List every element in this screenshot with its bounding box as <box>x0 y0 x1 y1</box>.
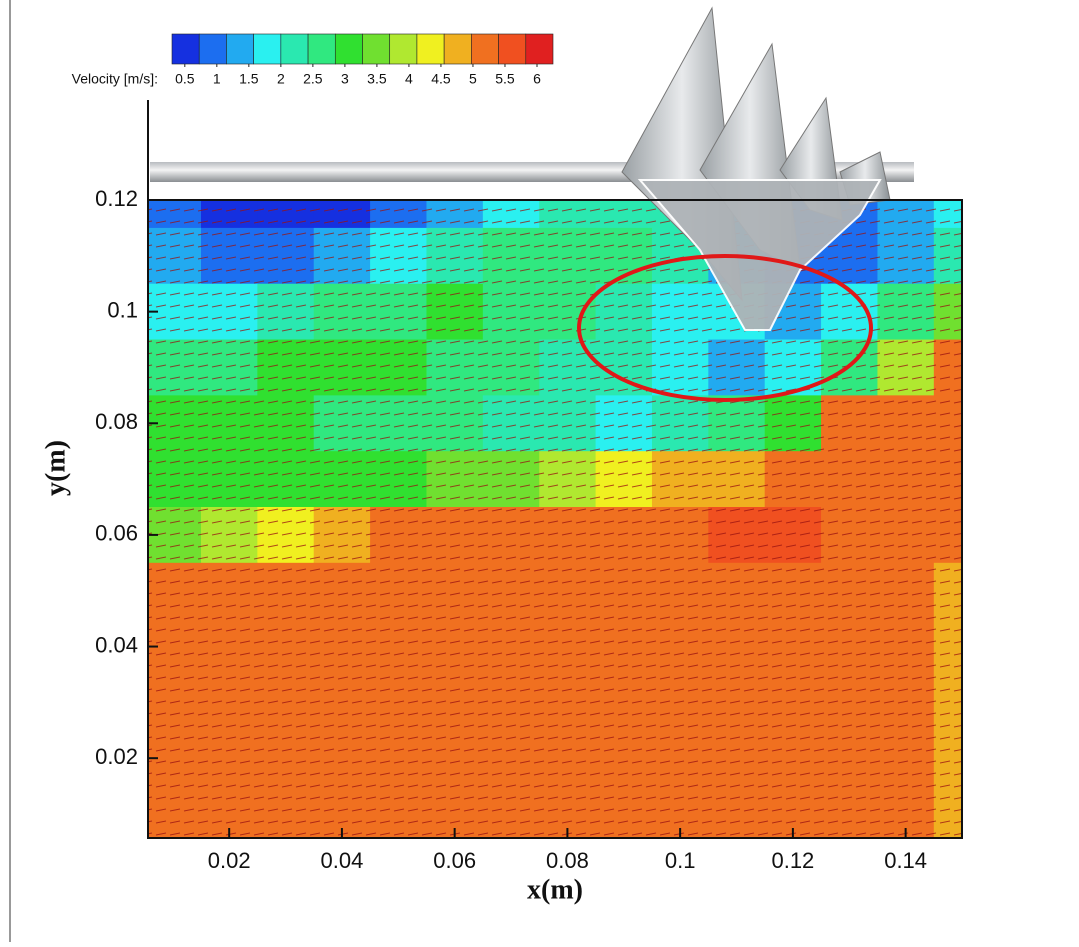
colorbar-tick-label: 4 <box>405 71 413 87</box>
x-tick-label: 0.1 <box>665 848 696 873</box>
x-tick-label: 0.12 <box>771 848 814 873</box>
colorbar-swatch <box>389 33 418 65</box>
colorbar-tick-label: 2 <box>277 71 285 87</box>
y-tick-label: 0.12 <box>95 186 138 211</box>
y-axis-label: y(m) <box>40 440 71 496</box>
colorbar-swatch <box>307 33 336 65</box>
colorbar-tick-label: 6 <box>533 71 541 87</box>
colorbar-swatch <box>471 33 499 65</box>
y-tick-label: 0.08 <box>95 409 138 434</box>
x-tick-label: 0.08 <box>546 848 589 873</box>
colorbar-tick-label: 1.5 <box>239 71 259 87</box>
colorbar-tick-label: 5.5 <box>495 71 515 87</box>
colorbar-swatch <box>443 33 472 65</box>
hub <box>637 179 882 331</box>
colorbar-swatch <box>198 33 227 65</box>
colorbar-tick-label: 4.5 <box>431 71 451 87</box>
y-tick-label: 0.1 <box>107 297 138 322</box>
impeller <box>150 6 914 331</box>
colorbar-label: Velocity [m/s]: <box>72 71 158 87</box>
colorbar-swatch <box>498 33 527 65</box>
colorbar-swatch <box>171 33 200 65</box>
highlight-ellipse <box>577 254 873 402</box>
colorbar-tick-label: 1 <box>213 71 221 87</box>
y-tick-label: 0.06 <box>95 521 138 546</box>
plot-frame <box>147 199 963 839</box>
colorbar-tick-label: 0.5 <box>175 71 195 87</box>
colorbar-swatch <box>416 33 445 65</box>
x-tick-label: 0.14 <box>884 848 927 873</box>
velocity-vectors <box>148 200 962 838</box>
colorbar-tick-label: 2.5 <box>303 71 323 87</box>
colorbar-tick-label: 5 <box>469 71 477 87</box>
colorbar-tick-label: 3 <box>341 71 349 87</box>
x-axis-label: x(m) <box>527 874 583 905</box>
colorbar-swatch <box>334 33 363 65</box>
colorbar-swatch <box>525 33 554 65</box>
colorbar-swatch <box>362 33 391 65</box>
colorbar-swatch <box>226 33 254 65</box>
y-tick-label: 0.04 <box>95 632 138 657</box>
x-tick-label: 0.06 <box>433 848 476 873</box>
colorbar-swatch <box>280 33 309 65</box>
x-tick-label: 0.04 <box>321 848 364 873</box>
colorbar-swatch <box>253 33 282 65</box>
x-tick-label: 0.02 <box>208 848 251 873</box>
y-tick-label: 0.02 <box>95 744 138 769</box>
colorbar-tick-label: 3.5 <box>367 71 387 87</box>
